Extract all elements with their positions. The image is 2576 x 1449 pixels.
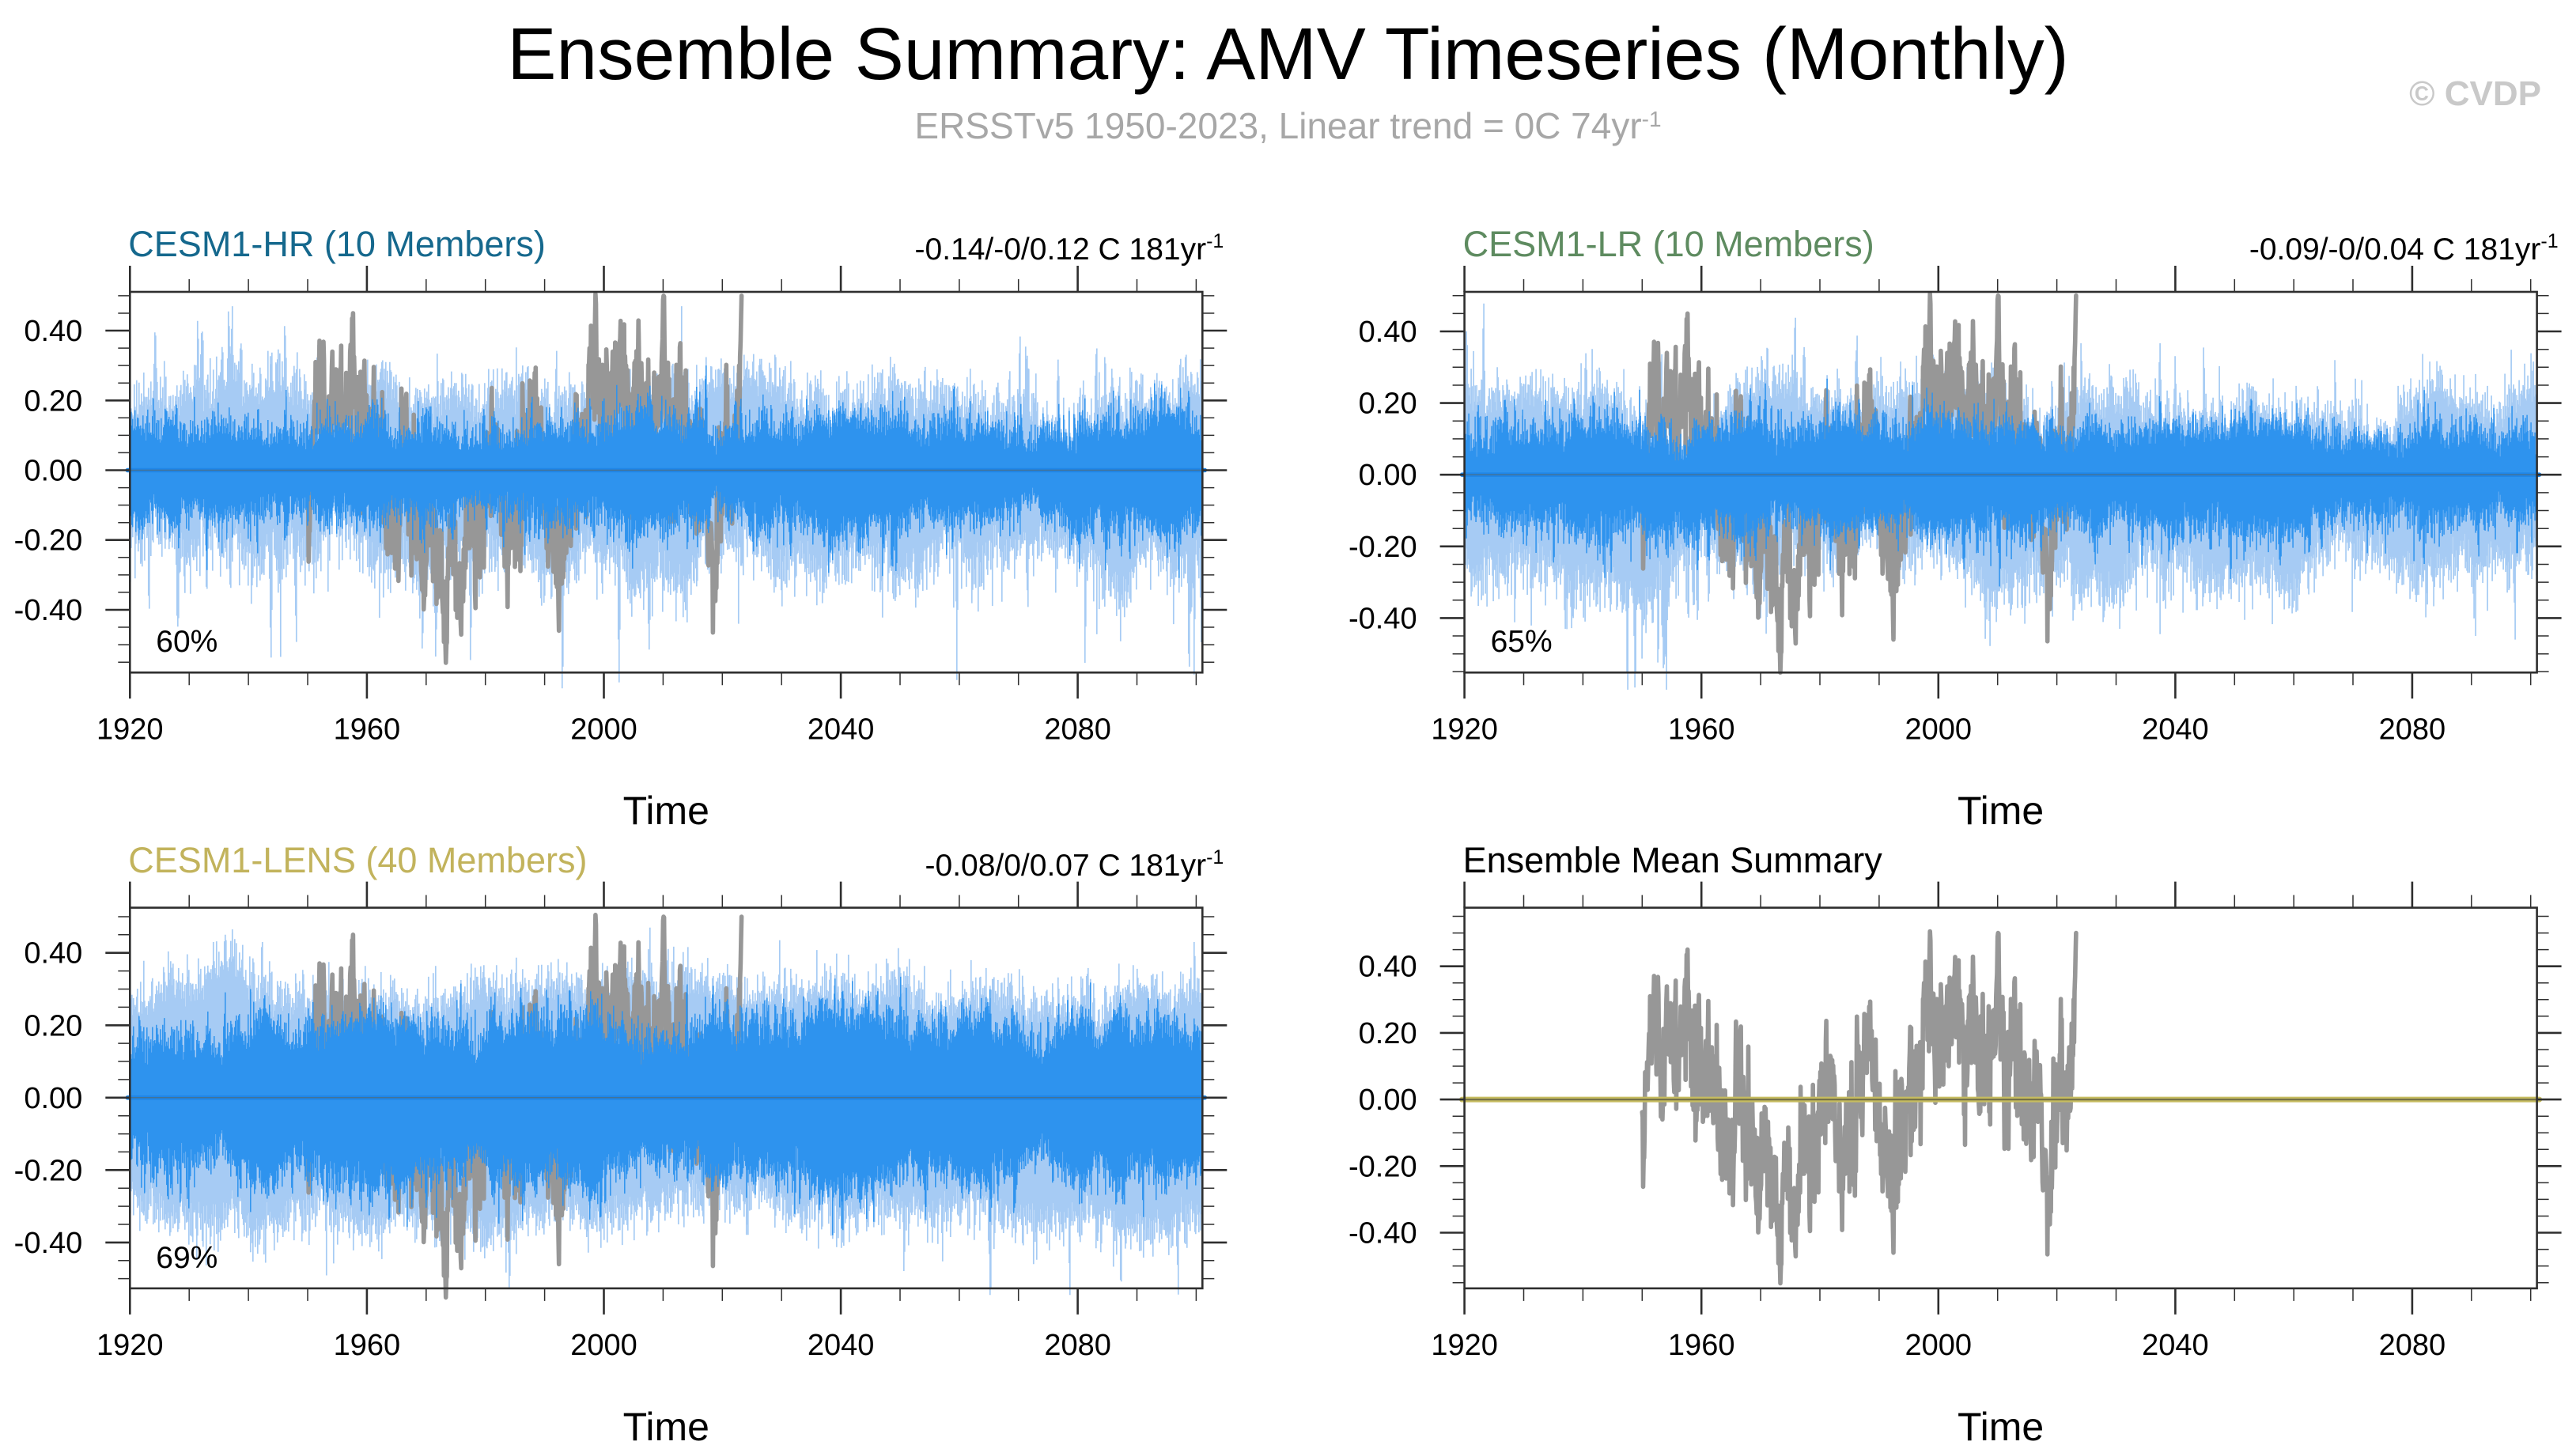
panel-cesm1-lr-trend-superscript: -1 bbox=[2540, 230, 2559, 252]
panel-cesm1-lr-trend-text: -0.09/-0/0.04 C 181yr bbox=[2249, 233, 2541, 267]
cesm1_lr-minor-ticks bbox=[1452, 279, 2549, 686]
panel-cesm1-hr-trend-annotation: -0.14/-0/0.12 C 181yr-1 bbox=[915, 230, 1224, 267]
ens_mean-x-tick-label: 2000 bbox=[1905, 1329, 1973, 1362]
cesm1_lens-major-ticks bbox=[105, 881, 1227, 1315]
cesm1_lr-plot: 1920 1960 2000 2040 2080 0.40 0.20 0.00 -0.20 -0.… bbox=[1349, 266, 2562, 746]
ens_mean-plot-box bbox=[1463, 906, 2538, 1290]
figure-title: Ensemble Summary: AMV Timeseries (Monthl… bbox=[507, 13, 2069, 95]
cesm1_hr-minor-ticks bbox=[118, 279, 1215, 686]
panel-cesm1-lens-trend-superscript: -1 bbox=[1206, 846, 1224, 868]
cesm1_lr-plot-box bbox=[1463, 290, 2538, 674]
cesm1_hr-y-tick-label: 0.00 bbox=[24, 455, 82, 488]
cesm1_hr-axes bbox=[105, 266, 1227, 699]
cesm1_hr-y-tick-label: -0.40 bbox=[14, 594, 83, 627]
ens_mean-x-tick-label: 2080 bbox=[2379, 1329, 2446, 1362]
cesm1_lens-axes bbox=[105, 881, 1227, 1315]
ens_mean-minor-ticks bbox=[1452, 895, 2549, 1301]
panel-cesm1-hr-percent-label: 60% bbox=[156, 625, 218, 660]
cesm1_hr-tick-labels: 1920 1960 2000 2040 2080 0.40 0.20 0.00 -0.20 -0.… bbox=[14, 315, 1111, 746]
ens_mean-x-tick-label: 2040 bbox=[2142, 1329, 2209, 1362]
cesm1_hr-y-tick-label: -0.20 bbox=[14, 524, 83, 558]
cesm1_lens-y-tick-label: 0.20 bbox=[24, 1009, 82, 1042]
cesm1_lens-minor-ticks bbox=[118, 895, 1215, 1301]
ens_mean-plot: 1920 1960 2000 2040 2080 0.40 0.20 0.00 -0.20 -0.… bbox=[1349, 881, 2562, 1362]
panel-cesm1-lr-x-axis-label: Time bbox=[1957, 789, 2045, 834]
panel-cesm1-hr-trend-text: -0.14/-0/0.12 C 181yr bbox=[914, 233, 1207, 267]
cesm1_lens-tick-labels: 1920 1960 2000 2040 2080 0.40 0.20 0.00 -0.20 -0.… bbox=[14, 937, 1111, 1362]
ens_mean-major-ticks bbox=[1439, 881, 2562, 1315]
cesm1_hr-y-tick-label: 0.40 bbox=[24, 315, 82, 348]
cesm1_lens-y-tick-label: 0.40 bbox=[24, 937, 82, 970]
cesm1_hr-x-tick-label: 2000 bbox=[570, 713, 637, 746]
panel-cesm1-lens-trend-text: -0.08/0/0.07 C 181yr bbox=[925, 848, 1207, 883]
cesm1_hr-plot: 1920 1960 2000 2040 2080 0.40 0.20 0.00 -0.20 -0.… bbox=[14, 266, 1227, 746]
cesm1_lr-x-tick-label: 2040 bbox=[2142, 713, 2209, 746]
figure-subtitle-text: ERSSTv5 1950-2023, Linear trend = 0C 74y… bbox=[914, 105, 1642, 146]
cesm1_lens-y-tick-label: -0.40 bbox=[14, 1227, 83, 1260]
ens_mean-y-tick-label: -0.40 bbox=[1349, 1217, 1417, 1250]
panel-cesm1-lr-title: CESM1-LR (10 Members) bbox=[1462, 224, 1874, 264]
cesm1_lr-x-tick-label: 2080 bbox=[2379, 713, 2446, 746]
cesm1_lens-plot: 1920 1960 2000 2040 2080 0.40 0.20 0.00 -0.20 -0.… bbox=[14, 881, 1227, 1362]
cesm1_lr-tick-labels: 1920 1960 2000 2040 2080 0.40 0.20 0.00 -0.20 -0.… bbox=[1349, 316, 2445, 746]
cvdp-watermark: © CVDP bbox=[2409, 74, 2541, 113]
ens_mean-y-tick-label: -0.20 bbox=[1349, 1150, 1417, 1183]
cesm1_lr-x-tick-label: 1960 bbox=[1668, 713, 1735, 746]
ens_mean-x-tick-label: 1920 bbox=[1431, 1329, 1498, 1362]
cesm1_lr-x-tick-label: 1920 bbox=[1431, 713, 1498, 746]
cesm1_lr-y-tick-label: 0.00 bbox=[1359, 459, 1417, 492]
cesm1_lens-x-tick-label: 2000 bbox=[570, 1329, 637, 1362]
panel-ensemble-mean-x-axis-label: Time bbox=[1957, 1404, 2045, 1449]
cesm1_lr-y-tick-label: -0.20 bbox=[1349, 531, 1417, 564]
panel-cesm1-lens-percent-label: 69% bbox=[156, 1240, 218, 1275]
panel-ensemble-mean-title: Ensemble Mean Summary bbox=[1462, 839, 1882, 880]
cesm1_lens-y-tick-label: 0.00 bbox=[24, 1082, 82, 1115]
cesm1_lr-y-tick-label: -0.40 bbox=[1349, 602, 1417, 635]
cesm1_lr-x-tick-label: 2000 bbox=[1905, 713, 1973, 746]
ens_mean-tick-labels: 1920 1960 2000 2040 2080 0.40 0.20 0.00 -0.20 -0.… bbox=[1349, 951, 2445, 1362]
ens_mean-axes bbox=[1439, 881, 2562, 1315]
figure-subtitle: ERSSTv5 1950-2023, Linear trend = 0C 74y… bbox=[0, 104, 2576, 147]
cesm1_hr-x-tick-label: 1920 bbox=[96, 713, 164, 746]
ens_mean-y-tick-label: 0.20 bbox=[1359, 1017, 1417, 1050]
cesm1_lens-x-tick-label: 1920 bbox=[96, 1329, 164, 1362]
cesm1_lens-x-tick-label: 2040 bbox=[808, 1329, 875, 1362]
panel-cesm1-lens-title: CESM1-LENS (40 Members) bbox=[128, 839, 588, 880]
panel-cesm1-lr-percent-label: 65% bbox=[1490, 625, 1553, 660]
ens_mean-y-tick-label: 0.00 bbox=[1359, 1084, 1417, 1117]
panel-cesm1-lens-trend-annotation: -0.08/0/0.07 C 181yr-1 bbox=[925, 846, 1224, 883]
cesm1_lr-axes bbox=[1439, 266, 2562, 699]
ens_mean-y-tick-label: 0.40 bbox=[1359, 951, 1417, 984]
panel-cesm1-hr-trend-superscript: -1 bbox=[1206, 230, 1224, 252]
cesm1_hr-x-tick-label: 2080 bbox=[1044, 713, 1111, 746]
cesm1_hr-x-tick-label: 2040 bbox=[808, 713, 875, 746]
cesm1_lr-major-ticks bbox=[1439, 266, 2562, 699]
cesm1_hr-plot-box bbox=[129, 290, 1204, 674]
panel-cesm1-hr-title: CESM1-HR (10 Members) bbox=[128, 224, 546, 264]
cesm1_lr-y-tick-label: 0.20 bbox=[1359, 388, 1417, 421]
cesm1_lens-y-tick-label: -0.20 bbox=[14, 1154, 83, 1187]
cesm1_hr-major-ticks bbox=[105, 266, 1227, 699]
panel-cesm1-lens-x-axis-label: Time bbox=[622, 1404, 709, 1449]
ens_mean-x-tick-label: 1960 bbox=[1668, 1329, 1735, 1362]
figure-subtitle-superscript: -1 bbox=[1641, 107, 1662, 131]
panel-cesm1-hr-x-axis-label: Time bbox=[622, 789, 709, 834]
cesm1_lr-y-tick-label: 0.40 bbox=[1359, 316, 1417, 349]
cesm1_hr-y-tick-label: 0.20 bbox=[24, 384, 82, 418]
cesm1_hr-x-tick-label: 1960 bbox=[334, 713, 401, 746]
cesm1_lens-x-tick-label: 1960 bbox=[334, 1329, 401, 1362]
ens_mean-observations-line bbox=[1640, 929, 2079, 1286]
panel-cesm1-lr-trend-annotation: -0.09/-0/0.04 C 181yr-1 bbox=[2249, 230, 2559, 267]
cesm1_lens-x-tick-label: 2080 bbox=[1044, 1329, 1111, 1362]
